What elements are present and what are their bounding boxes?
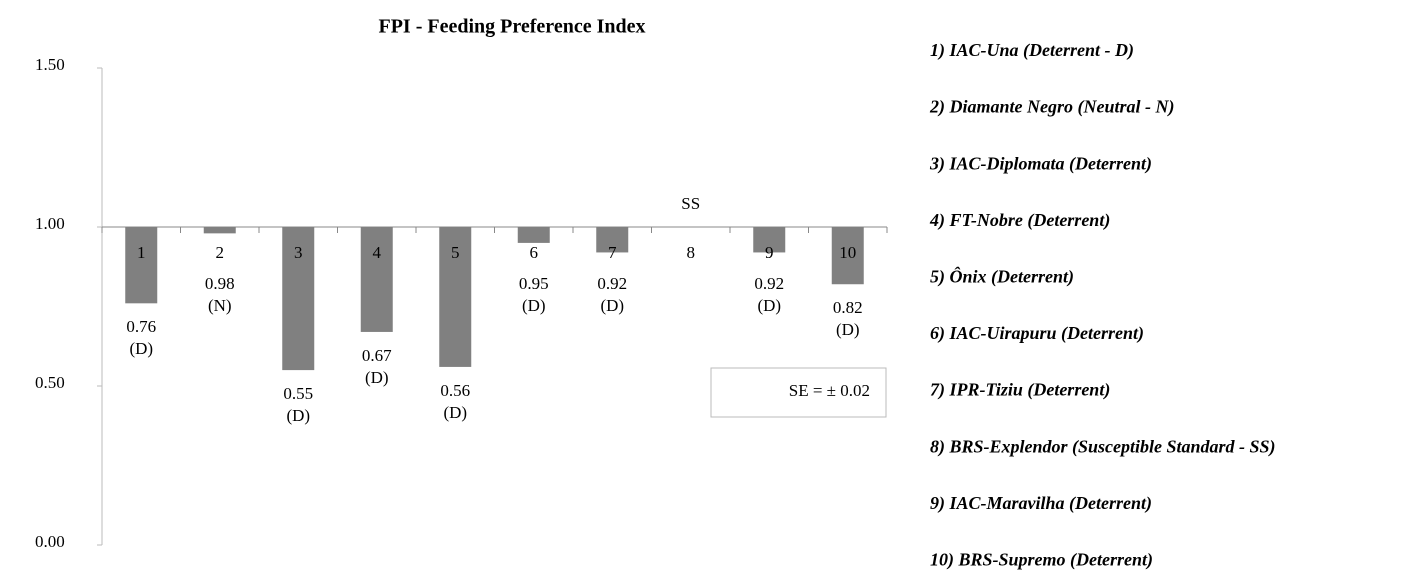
y-tick-label: 0.50 [35, 373, 65, 392]
value-label: 0.92 [754, 274, 784, 293]
legend-item: 1) IAC-Una (Deterrent - D) [930, 40, 1134, 61]
value-label: 0.95 [519, 274, 549, 293]
value-label: 0.76 [126, 317, 156, 336]
x-tick-label: 9 [765, 243, 774, 262]
bar [282, 227, 315, 371]
class-label: (D) [836, 320, 860, 339]
bar [596, 227, 629, 253]
category-annotation: SS [681, 194, 700, 213]
bar [125, 227, 158, 304]
legend-item: 10) BRS-Supremo (Deterrent) [930, 550, 1153, 571]
legend-item: 7) IPR-Tiziu (Deterrent) [930, 380, 1110, 401]
bar [753, 227, 786, 253]
bar [203, 227, 236, 234]
bar [439, 227, 472, 367]
class-label: (D) [757, 296, 781, 315]
value-label: 0.67 [362, 346, 392, 365]
class-label: (D) [443, 403, 467, 422]
value-label: 0.55 [283, 384, 313, 403]
legend-item: 4) FT-Nobre (Deterrent) [929, 210, 1110, 231]
legend-item: 6) IAC-Uirapuru (Deterrent) [930, 323, 1144, 344]
x-tick-label: 7 [608, 243, 617, 262]
x-tick-label: 8 [687, 243, 696, 262]
legend-item: 5) Ônix (Deterrent) [930, 266, 1074, 288]
legend-item: 2) Diamante Negro (Neutral - N) [929, 97, 1174, 118]
legend-item: 3) IAC-Diplomata (Deterrent) [929, 153, 1152, 174]
x-tick-label: 3 [294, 243, 303, 262]
class-label: (D) [286, 406, 310, 425]
class-label: (D) [365, 368, 389, 387]
value-label: 0.98 [205, 274, 235, 293]
x-tick-label: 6 [530, 243, 539, 262]
class-label: (D) [129, 339, 153, 358]
x-tick-label: 1 [137, 243, 146, 262]
se-box [710, 367, 887, 418]
class-label: (D) [522, 296, 546, 315]
bar [360, 227, 393, 332]
y-tick-label: 1.50 [35, 55, 65, 74]
bar [517, 227, 550, 243]
legend-item: 8) BRS-Explendor (Susceptible Standard -… [930, 436, 1276, 457]
x-tick-label: 5 [451, 243, 460, 262]
class-label: (D) [600, 296, 624, 315]
se-annotation: SE = ± 0.02 [789, 381, 870, 400]
value-label: 0.92 [597, 274, 627, 293]
x-tick-label: 2 [216, 243, 225, 262]
x-tick-label: 10 [839, 243, 856, 262]
chart-title: FPI - Feeding Preference Index [379, 16, 646, 38]
legend-item: 9) IAC-Maravilha (Deterrent) [930, 493, 1152, 514]
bar [831, 227, 864, 285]
value-label: 0.82 [833, 298, 863, 317]
x-tick-label: 4 [373, 243, 382, 262]
y-tick-label: 1.00 [35, 214, 65, 233]
class-label: (N) [208, 296, 232, 315]
value-label: 0.56 [440, 381, 470, 400]
y-tick-label: 0.00 [35, 532, 65, 551]
